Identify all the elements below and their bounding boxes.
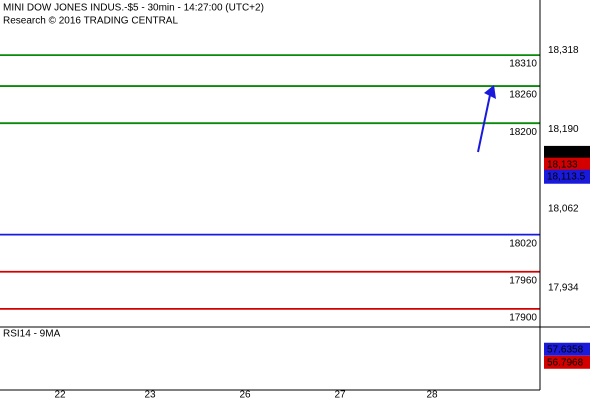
rsi-box-label: 57.6358 [547,344,584,355]
level-label: 18200 [509,127,537,138]
level-label: 18260 [509,90,537,101]
level-label: 18310 [509,59,537,70]
y-tick-label: 17,934 [548,282,579,293]
rsi-box-label: 56.7968 [547,357,584,368]
grid-layer [0,54,540,310]
x-tick-label: 27 [334,390,346,400]
y-tick-label: 18,318 [548,45,579,56]
rsi-box [544,342,590,356]
y-tick-label: 18,190 [548,124,579,135]
x-tick-label: 26 [239,390,251,400]
x-tick-label: 23 [144,390,156,400]
price-box-label: 18,113.5 [547,171,586,182]
chart-title: MINI DOW JONES INDUS.-$5 - 30min - 14:27… [3,3,264,14]
x-tick-label: 22 [54,390,66,400]
x-tick-label: 28 [426,390,438,400]
level-label: 17900 [509,313,537,324]
level-label: 18020 [509,238,537,249]
forecast-arrow [477,94,491,153]
price-box [544,157,590,172]
rsi-box [544,355,590,369]
rsi-title: RSI14 - 9MA [3,329,61,340]
level-label: 17960 [509,275,537,286]
price-box-label: 18,152 [547,148,578,159]
y-tick-label: 18,062 [548,203,579,214]
label-layer: 17,934 18,062 18,190 18,318 22 23 26 27 28 18310 1… [54,45,590,400]
forecast-arrow-head [484,85,496,99]
price-box [544,169,590,184]
chart-subtitle: Research © 2016 TRADING CENTRAL [3,16,178,27]
price-box [544,145,590,160]
price-box-label: 18,133 [547,159,578,170]
